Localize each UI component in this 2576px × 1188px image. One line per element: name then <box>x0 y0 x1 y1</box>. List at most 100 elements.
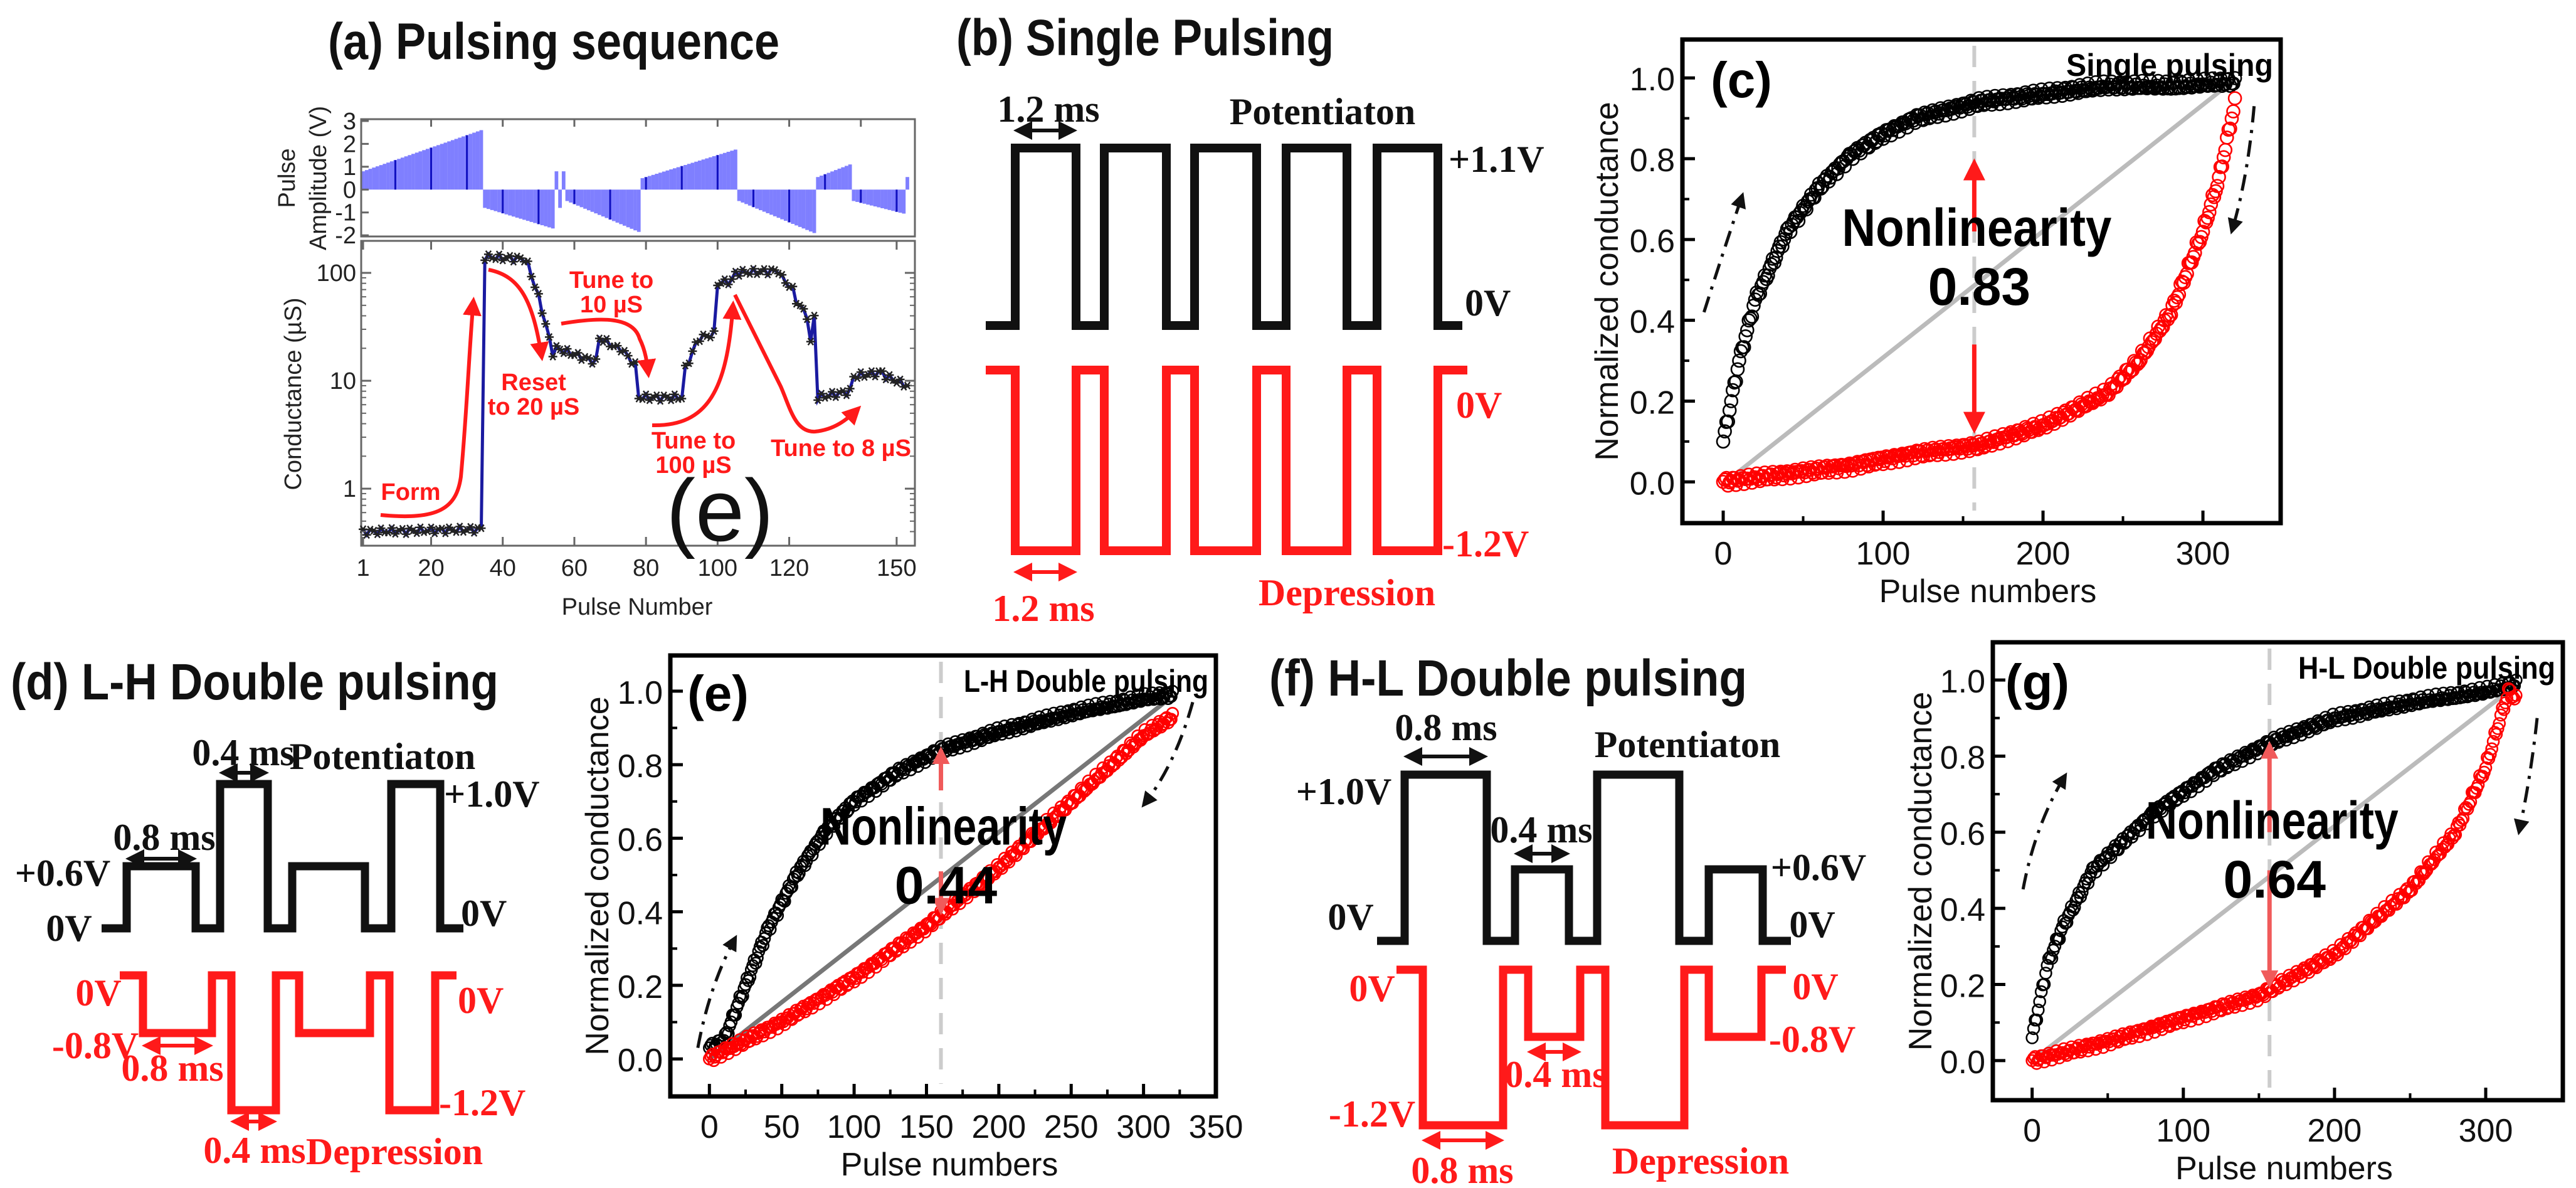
voltage-low-pos-label: +0.6V <box>1771 847 1867 888</box>
amplitude-bar <box>472 132 476 190</box>
potentiation-point <box>1161 692 1175 705</box>
tune8-label: Tune to 8 µS <box>771 435 911 462</box>
amplitude-bar <box>655 174 659 190</box>
y-tick-label: -2 <box>335 223 356 249</box>
conductance-marker <box>663 393 672 401</box>
conductance-marker <box>544 332 554 341</box>
conductance-marker <box>477 524 486 533</box>
amplitude-bar <box>812 189 816 233</box>
potentiation-point <box>2025 1031 2039 1044</box>
voltage-high-label: +1.0V <box>444 773 540 815</box>
conductance-marker <box>573 349 583 357</box>
depression-point <box>2092 391 2106 405</box>
potentiation-direction-arrow <box>2021 772 2067 890</box>
depression-point <box>2218 142 2233 157</box>
voltage-neg-small-label: -0.8V <box>52 1025 139 1066</box>
amplitude-bar <box>690 162 695 190</box>
width-label-short-bottom: 0.4 ms <box>1504 1054 1607 1095</box>
y-tick-label: 3 <box>343 109 356 135</box>
depression-point <box>2223 121 2237 136</box>
amplitude-bar <box>870 189 874 206</box>
tune10-arrow <box>561 317 657 378</box>
amplitude-bar <box>722 152 727 190</box>
depression-point <box>2402 886 2415 899</box>
amplitude-bar <box>848 164 852 190</box>
depression-point <box>1978 438 1993 453</box>
potentiation-waveform <box>986 144 1462 330</box>
amplitude-bar <box>598 189 601 215</box>
amplitude-bar <box>475 131 480 190</box>
panel-f: (f) H-L Double pulsing 0.8 ms Potentiato… <box>1269 650 1866 1188</box>
y-axis-label-line2: Amplitude (V) <box>305 106 332 250</box>
potentiation-point <box>2014 90 2028 104</box>
conductance-marker <box>803 315 812 324</box>
panel-a-title: (a) Pulsing sequence <box>328 13 779 70</box>
reset-arrow <box>488 268 549 361</box>
depression-point <box>840 979 853 992</box>
amplitude-bar <box>769 189 773 215</box>
conductance-marker <box>527 272 536 281</box>
x-tick-label: 350 <box>1189 1109 1243 1145</box>
potentiation-direction-arrow <box>696 935 737 1049</box>
x-tick-label: 100 <box>698 555 737 581</box>
conductance-marker <box>598 337 608 346</box>
x-tick-label: 60 <box>561 555 588 581</box>
potentiation-point <box>2027 1022 2040 1036</box>
y-tick-label: 100 <box>317 260 356 287</box>
amplitude-bar <box>554 171 559 190</box>
amplitude-bar <box>361 171 365 190</box>
depression-label: Depression <box>1259 572 1435 613</box>
conductance-marker <box>534 290 543 298</box>
width-label-long-top: 0.8 ms <box>113 817 215 858</box>
amplitude-bar <box>515 189 519 218</box>
amplitude-axes-frame <box>360 118 916 238</box>
amplitude-bar <box>583 189 587 209</box>
amplitude-bar <box>379 165 383 190</box>
form-arrow <box>380 297 482 519</box>
y-tick-label: 0.8 <box>1940 740 1985 776</box>
potentiation-point <box>2140 817 2154 830</box>
depression-point <box>2212 169 2226 184</box>
amplitude-bar <box>755 189 759 209</box>
depression-point <box>2168 295 2183 310</box>
amplitude-bar <box>887 189 892 210</box>
amplitude-bar <box>414 152 419 190</box>
depression-point <box>2216 150 2231 164</box>
depression-point <box>2191 236 2205 251</box>
depression-point <box>2210 179 2225 193</box>
potentiation-point <box>1718 424 1732 439</box>
conductance-marker <box>778 270 787 279</box>
depression-label: Depression <box>306 1131 483 1172</box>
amplitude-bar <box>709 157 712 190</box>
amplitude-bar <box>773 189 777 216</box>
amplitude-bar <box>450 140 455 190</box>
potentiation-point <box>2033 995 2046 1009</box>
x-tick-label: 1 <box>356 555 369 581</box>
tune10-label-1: Tune to <box>569 267 653 294</box>
depression-label: Depression <box>1612 1140 1789 1182</box>
depression-point <box>2170 290 2185 305</box>
amplitude-bar <box>443 142 448 190</box>
voltage-zero-left-label: 0V <box>46 908 92 949</box>
amplitude-bar <box>884 189 888 209</box>
depression-point <box>2325 951 2338 964</box>
amplitude-bar <box>737 189 741 201</box>
amplitude-bar <box>705 158 709 190</box>
potentiation-point <box>2227 71 2242 85</box>
amplitude-bar <box>845 166 848 190</box>
conductance-marker <box>705 333 715 342</box>
amplitude-bar <box>873 189 877 207</box>
y-tick-label: 0.0 <box>1940 1044 1985 1081</box>
potentiation-point <box>1023 719 1036 732</box>
conductance-marker <box>623 351 633 360</box>
potentiation-point <box>2162 80 2177 95</box>
conductance-marker <box>892 378 901 387</box>
depression-point <box>1164 713 1178 726</box>
amplitude-bar <box>611 189 616 221</box>
y-axis-label: Normalized conductance <box>1903 692 1939 1051</box>
amplitude-bar <box>540 189 544 226</box>
voltage-zero-top-label: 0V <box>1465 282 1511 324</box>
potentiation-point <box>1738 329 1753 344</box>
linear-reference-line <box>2030 686 2515 1063</box>
nonlinearity-value: 0.44 <box>895 856 998 915</box>
